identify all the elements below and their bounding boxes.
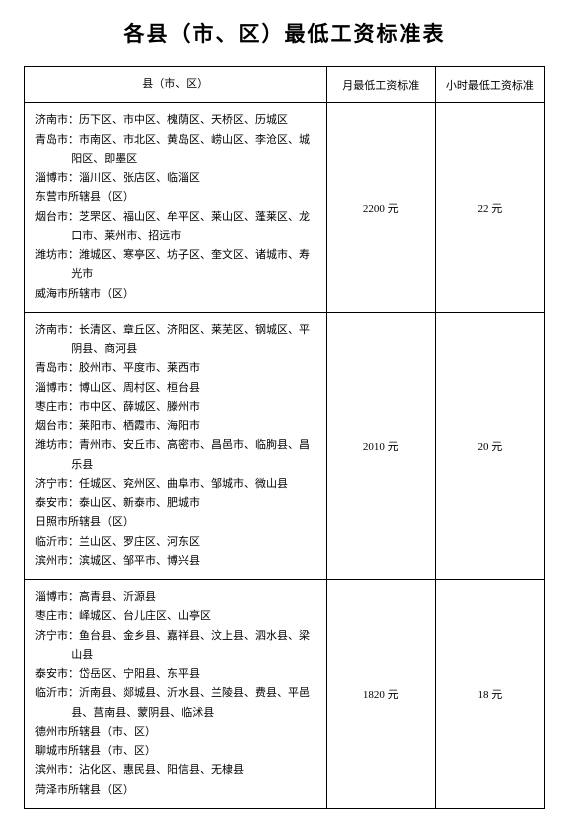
monthly-wage-cell: 2200 元 (326, 103, 435, 313)
region-line: 淄博市：淄川区、张店区、临淄区 (35, 169, 316, 188)
region-line: 枣庄市：峄城区、台儿庄区、山亭区 (35, 607, 316, 626)
hourly-wage-cell: 18 元 (435, 580, 544, 809)
region-line: 济宁市：鱼台县、金乡县、嘉祥县、汶上县、泗水县、梁山县 (35, 627, 316, 666)
region-line: 临沂市：沂南县、郯城县、沂水县、兰陵县、费县、平邑县、莒南县、蒙阴县、临沭县 (35, 684, 316, 723)
region-line: 菏泽市所辖县（区） (35, 781, 316, 800)
page-container: 各县（市、区）最低工资标准表 县（市、区） 月最低工资标准 小时最低工资标准 济… (0, 0, 569, 819)
region-line: 临沂市：兰山区、罗庄区、河东区 (35, 533, 316, 552)
region-line: 济南市：长清区、章丘区、济阳区、莱芜区、钢城区、平阴县、商河县 (35, 321, 316, 360)
region-line: 德州市所辖县（市、区） (35, 723, 316, 742)
region-line: 滨州市：滨城区、邹平市、博兴县 (35, 552, 316, 571)
region-cell: 济南市：历下区、市中区、槐荫区、天桥区、历城区青岛市：市南区、市北区、黄岛区、崂… (25, 103, 327, 313)
region-cell: 济南市：长清区、章丘区、济阳区、莱芜区、钢城区、平阴县、商河县青岛市：胶州市、平… (25, 312, 327, 579)
table-row: 济南市：历下区、市中区、槐荫区、天桥区、历城区青岛市：市南区、市北区、黄岛区、崂… (25, 103, 545, 313)
region-line: 威海市所辖市（区） (35, 285, 316, 304)
header-region: 县（市、区） (25, 67, 327, 103)
region-line: 枣庄市：市中区、薛城区、滕州市 (35, 398, 316, 417)
header-monthly: 月最低工资标准 (326, 67, 435, 103)
table-header-row: 县（市、区） 月最低工资标准 小时最低工资标准 (25, 67, 545, 103)
region-line: 淄博市：博山区、周村区、桓台县 (35, 379, 316, 398)
region-line: 泰安市：岱岳区、宁阳县、东平县 (35, 665, 316, 684)
region-line: 烟台市：莱阳市、栖霞市、海阳市 (35, 417, 316, 436)
table-row: 济南市：长清区、章丘区、济阳区、莱芜区、钢城区、平阴县、商河县青岛市：胶州市、平… (25, 312, 545, 579)
region-line: 烟台市：芝罘区、福山区、牟平区、莱山区、蓬莱区、龙口市、莱州市、招远市 (35, 208, 316, 247)
region-line: 滨州市：沾化区、惠民县、阳信县、无棣县 (35, 761, 316, 780)
region-line: 东营市所辖县（区） (35, 188, 316, 207)
region-cell: 淄博市：高青县、沂源县枣庄市：峄城区、台儿庄区、山亭区济宁市：鱼台县、金乡县、嘉… (25, 580, 327, 809)
table-row: 淄博市：高青县、沂源县枣庄市：峄城区、台儿庄区、山亭区济宁市：鱼台县、金乡县、嘉… (25, 580, 545, 809)
region-line: 日照市所辖县（区） (35, 513, 316, 532)
region-line: 青岛市：市南区、市北区、黄岛区、崂山区、李沧区、城阳区、即墨区 (35, 131, 316, 170)
table-body: 济南市：历下区、市中区、槐荫区、天桥区、历城区青岛市：市南区、市北区、黄岛区、崂… (25, 103, 545, 809)
region-line: 潍坊市：潍城区、寒亭区、坊子区、奎文区、诸城市、寿光市 (35, 246, 316, 285)
region-line: 潍坊市：青州市、安丘市、高密市、昌邑市、临朐县、昌乐县 (35, 436, 316, 475)
region-line: 泰安市：泰山区、新泰市、肥城市 (35, 494, 316, 513)
monthly-wage-cell: 1820 元 (326, 580, 435, 809)
page-title: 各县（市、区）最低工资标准表 (24, 18, 545, 48)
table-header: 县（市、区） 月最低工资标准 小时最低工资标准 (25, 67, 545, 103)
region-line: 淄博市：高青县、沂源县 (35, 588, 316, 607)
region-line: 济宁市：任城区、兖州区、曲阜市、邹城市、微山县 (35, 475, 316, 494)
region-line: 青岛市：胶州市、平度市、莱西市 (35, 359, 316, 378)
hourly-wage-cell: 20 元 (435, 312, 544, 579)
monthly-wage-cell: 2010 元 (326, 312, 435, 579)
wage-table: 县（市、区） 月最低工资标准 小时最低工资标准 济南市：历下区、市中区、槐荫区、… (24, 66, 545, 809)
region-line: 济南市：历下区、市中区、槐荫区、天桥区、历城区 (35, 111, 316, 130)
header-hourly: 小时最低工资标准 (435, 67, 544, 103)
hourly-wage-cell: 22 元 (435, 103, 544, 313)
